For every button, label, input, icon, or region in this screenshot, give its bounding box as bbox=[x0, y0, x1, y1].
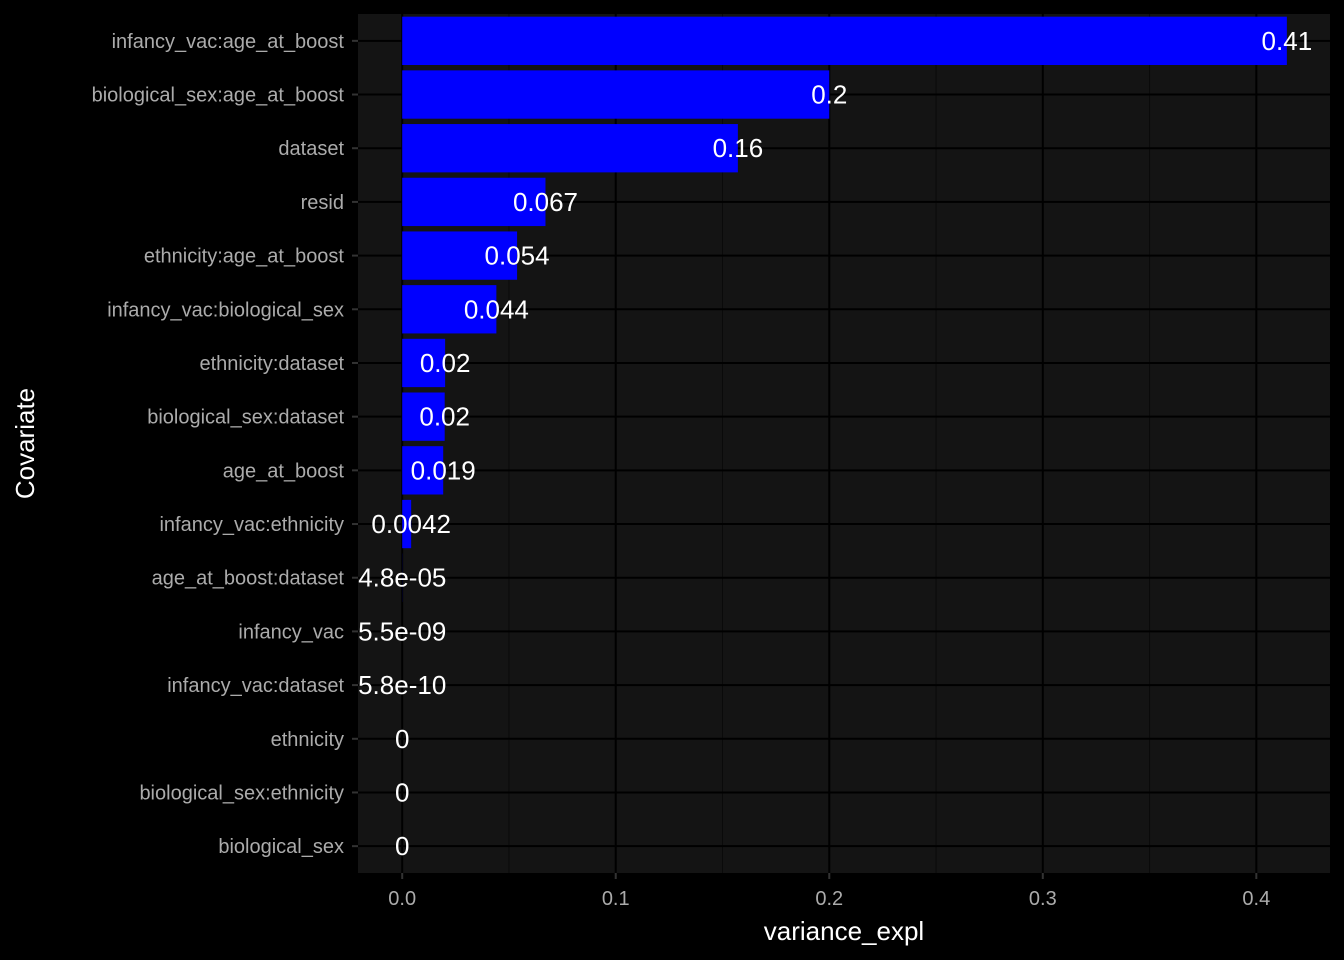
y-tick-label: infancy_vac:age_at_boost bbox=[112, 31, 345, 53]
y-tick-label: infancy_vac:ethnicity bbox=[159, 514, 344, 536]
x-tick-label: 0.3 bbox=[1029, 888, 1057, 910]
y-tick-label: resid bbox=[301, 192, 344, 214]
y-tick-label: biological_sex bbox=[218, 836, 344, 858]
bar-label: 5.5e-09 bbox=[358, 616, 446, 646]
bar-label: 0.044 bbox=[464, 294, 529, 324]
bar bbox=[402, 392, 445, 441]
y-tick-label: infancy_vac:dataset bbox=[167, 675, 344, 697]
y-axis: infancy_vac:age_at_boost biological_sex:a… bbox=[92, 31, 358, 858]
bar-label: 0.41 bbox=[1262, 26, 1313, 56]
bar bbox=[402, 285, 497, 334]
bar bbox=[402, 16, 1287, 66]
bar-label: 0.16 bbox=[713, 133, 764, 163]
bar bbox=[402, 338, 446, 388]
y-tick-label: infancy_vac:biological_sex bbox=[107, 299, 344, 321]
y-tick-label: biological_sex:ethnicity bbox=[139, 782, 344, 804]
bar bbox=[402, 70, 830, 119]
bar-label: 0.067 bbox=[513, 187, 578, 217]
bar-label: 0.0042 bbox=[371, 509, 451, 539]
y-tick-label: ethnicity:age_at_boost bbox=[144, 246, 345, 268]
bar-label: 0 bbox=[395, 724, 409, 754]
y-tick-label: infancy_vac bbox=[238, 621, 344, 643]
y-tick-label: age_at_boost:dataset bbox=[152, 568, 345, 590]
bar bbox=[402, 499, 412, 549]
bar-label: 0.02 bbox=[419, 402, 470, 432]
x-tick-label: 0.2 bbox=[815, 888, 843, 910]
bar-label: 0 bbox=[395, 831, 409, 861]
bar-label: 0.02 bbox=[420, 348, 471, 378]
bar bbox=[402, 231, 518, 280]
x-tick-label: 0.0 bbox=[388, 888, 416, 910]
x-axis: 0.0 0.1 0.2 0.3 0.4 bbox=[388, 873, 1270, 910]
bar-label: 0.054 bbox=[485, 241, 550, 271]
bars bbox=[402, 16, 1287, 602]
y-tick-label: age_at_boost bbox=[223, 460, 345, 482]
y-tick-label: biological_sex:dataset bbox=[147, 407, 344, 429]
bar bbox=[402, 124, 738, 173]
bar-labels: 0.41 0.2 0.16 0.067 0.054 0.044 0.02 0.02 0.019 0… bbox=[358, 26, 1312, 861]
bar-label: 0 bbox=[395, 777, 409, 807]
bar-label: 0.019 bbox=[411, 455, 476, 485]
bar-label: 5.8e-10 bbox=[358, 670, 446, 700]
bar bbox=[402, 446, 444, 495]
x-tick-label: 0.4 bbox=[1242, 888, 1270, 910]
y-axis-title: Covariate bbox=[10, 388, 40, 499]
y-tick-label: ethnicity:dataset bbox=[199, 353, 344, 375]
y-tick-label: ethnicity bbox=[271, 729, 344, 751]
y-tick-label: dataset bbox=[278, 138, 344, 160]
x-axis-title: variance_expl bbox=[764, 916, 924, 946]
y-tick-label: biological_sex:age_at_boost bbox=[92, 85, 345, 107]
x-tick-label: 0.1 bbox=[602, 888, 630, 910]
bar-label: 4.8e-05 bbox=[358, 563, 446, 593]
bar bbox=[402, 177, 546, 227]
bar-label: 0.2 bbox=[811, 80, 847, 110]
